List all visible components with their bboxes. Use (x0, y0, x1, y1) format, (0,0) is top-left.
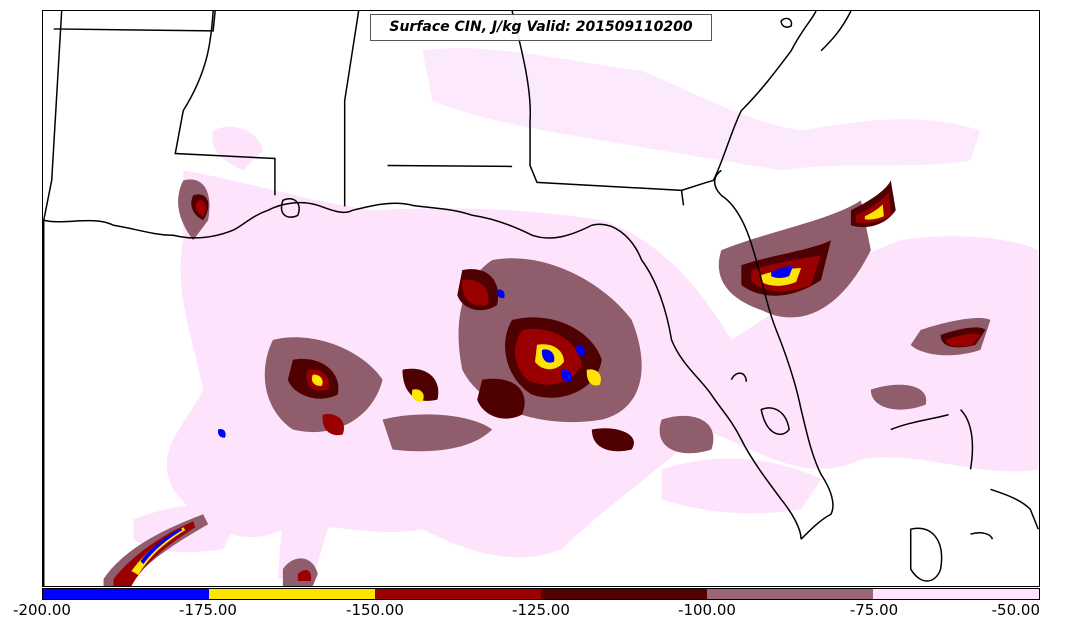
colorbar-segment-1 (43, 589, 209, 599)
colorbar-segment-6 (873, 589, 1039, 599)
colorbar-tick-label: -150.00 (346, 601, 404, 619)
colorbar-segment-3 (375, 589, 541, 599)
colorbar (42, 588, 1040, 600)
colorbar-tick-label: -100.00 (678, 601, 736, 619)
colorbar-tick-label: -125.00 (512, 601, 570, 619)
colorbar-tick-label: -175.00 (179, 601, 237, 619)
colorbar-segment-2 (209, 589, 375, 599)
colorbar-tick-label: -50.00 (991, 601, 1040, 619)
colorbar-tick-label: -200.00 (13, 601, 71, 619)
colorbar-segment-4 (541, 589, 707, 599)
cin-map (43, 11, 1039, 586)
colorbar-tick-label: -75.00 (849, 601, 899, 619)
map-panel (42, 10, 1040, 587)
colorbar-segment-5 (707, 589, 873, 599)
map-title: Surface CIN, J/kg Valid: 201509110200 (370, 14, 712, 41)
cin-blue-areas (140, 266, 794, 565)
coastline-and-state-borders (43, 11, 1039, 586)
